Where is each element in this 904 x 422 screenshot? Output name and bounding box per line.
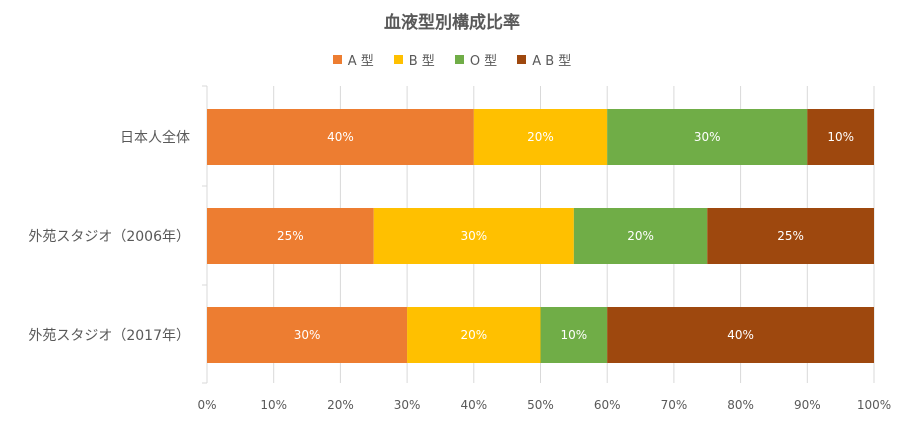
legend-swatch <box>332 55 342 64</box>
x-tick-label: 70% <box>661 398 688 412</box>
x-tick-label: 80% <box>727 398 754 412</box>
data-label: 30% <box>694 130 721 144</box>
x-tick-label: 100% <box>857 398 891 412</box>
bar-segment <box>207 208 374 264</box>
legend-label: B 型 <box>408 54 435 69</box>
bar-segment <box>407 307 541 363</box>
x-tick-label: 40% <box>460 398 487 412</box>
legend-label: A 型 <box>347 54 374 69</box>
bar-segment <box>373 208 574 264</box>
bar-segment <box>207 109 474 165</box>
data-label: 25% <box>277 229 304 243</box>
data-label: 30% <box>460 229 487 243</box>
data-label: 20% <box>627 229 654 243</box>
legend-swatch <box>517 55 527 64</box>
legend-item: A 型 <box>332 50 374 69</box>
x-tick-label: 10% <box>260 398 287 412</box>
x-tick-label: 90% <box>794 398 821 412</box>
x-tick-label: 30% <box>394 398 421 412</box>
data-label: 40% <box>327 130 354 144</box>
bar-segment <box>807 109 874 165</box>
bar-segment <box>573 208 708 264</box>
data-label: 20% <box>460 328 487 342</box>
bar-segment <box>707 208 874 264</box>
data-label: 10% <box>827 130 854 144</box>
bar-segment <box>473 109 608 165</box>
legend-label: A B 型 <box>532 54 572 69</box>
data-label: 20% <box>527 130 554 144</box>
bar-segment <box>540 307 608 363</box>
category-label: 外苑スタジオ（2017年） <box>28 328 190 344</box>
data-label: 30% <box>294 328 321 342</box>
category-label: 日本人全体 <box>120 129 190 146</box>
x-tick-label: 20% <box>327 398 354 412</box>
x-tick-label: 0% <box>197 398 216 412</box>
x-tick-label: 50% <box>527 398 554 412</box>
legend-item: B 型 <box>393 50 435 69</box>
legend-label: O 型 <box>469 54 498 69</box>
legend-item: O 型 <box>454 50 498 69</box>
chart-title: 血液型別構成比率 <box>384 13 520 33</box>
data-label: 40% <box>727 328 754 342</box>
data-label: 25% <box>777 229 804 243</box>
legend-swatch <box>393 55 403 64</box>
data-label: 10% <box>561 328 588 342</box>
bar-segment <box>607 109 808 165</box>
legend-item: A B 型 <box>517 50 571 69</box>
bar-segment <box>607 307 874 363</box>
x-tick-label: 60% <box>594 398 621 412</box>
category-label: 外苑スタジオ（2006年） <box>28 229 190 245</box>
bar-segment <box>207 307 408 363</box>
legend-swatch <box>454 55 464 64</box>
